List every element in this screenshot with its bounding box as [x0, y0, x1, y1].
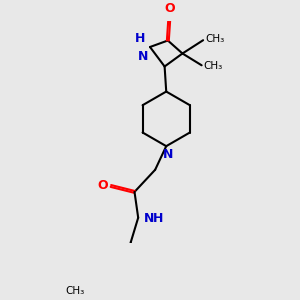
Text: N: N: [138, 50, 148, 63]
Text: O: O: [164, 2, 175, 15]
Text: CH₃: CH₃: [66, 286, 85, 296]
Text: O: O: [97, 179, 108, 192]
Text: CH₃: CH₃: [205, 34, 225, 44]
Text: H: H: [134, 32, 145, 45]
Text: H: H: [153, 212, 163, 225]
Text: N: N: [144, 212, 154, 225]
Text: N: N: [163, 148, 174, 160]
Text: CH₃: CH₃: [204, 61, 223, 71]
